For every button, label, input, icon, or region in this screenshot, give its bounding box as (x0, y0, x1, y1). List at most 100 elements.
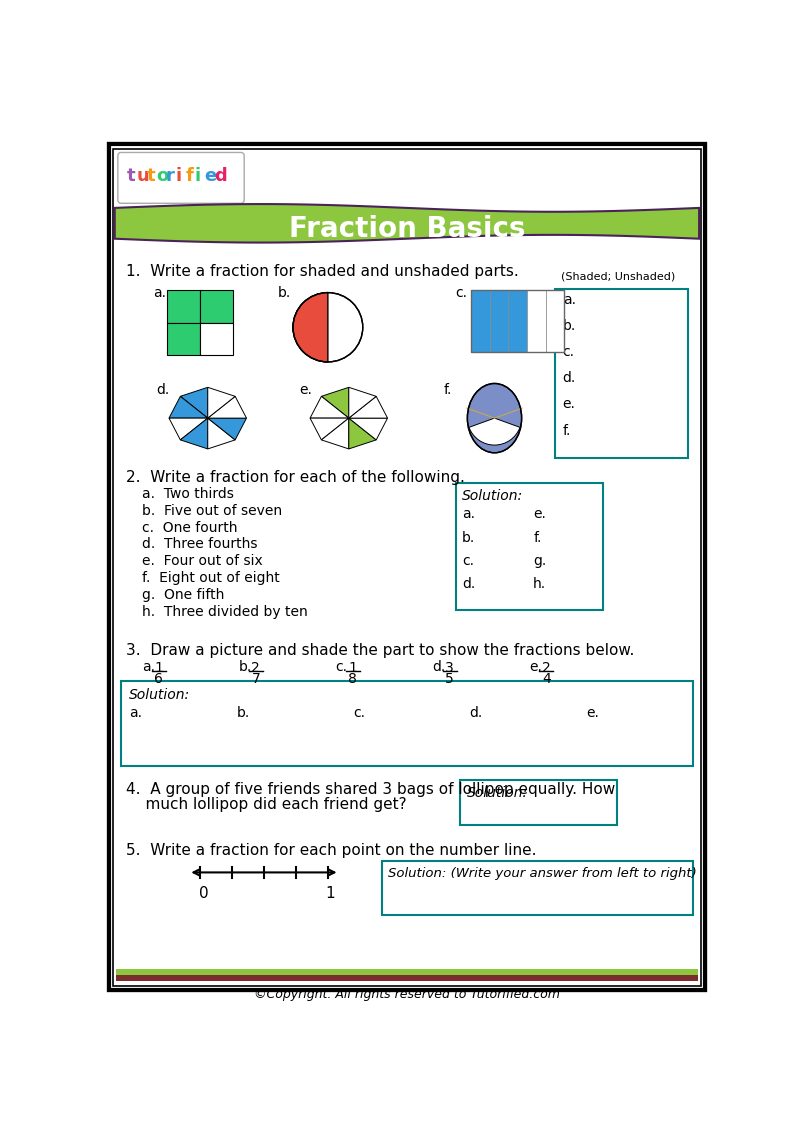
Text: e: e (205, 167, 217, 185)
Text: 1.  Write a fraction for shaded and unshaded parts.: 1. Write a fraction for shaded and unsha… (126, 264, 519, 280)
Text: d.: d. (563, 371, 576, 385)
Text: (Shaded; Unshaded): (Shaded; Unshaded) (561, 272, 676, 282)
Text: Solution: (Write your answer from left to right): Solution: (Write your answer from left t… (388, 867, 697, 880)
Bar (121, 682, 693, 766)
Polygon shape (322, 387, 349, 418)
Text: a.: a. (142, 660, 155, 674)
Bar (555, 289, 688, 458)
Ellipse shape (468, 383, 522, 453)
Text: Solution:: Solution: (462, 489, 523, 503)
Text: d.: d. (462, 577, 475, 591)
Bar (472, 291, 490, 351)
Bar (527, 291, 545, 351)
Text: 1: 1 (349, 661, 357, 675)
Text: Solution:: Solution: (467, 786, 528, 801)
Text: 3.  Draw a picture and shade the part to show the fractions below.: 3. Draw a picture and shade the part to … (126, 643, 634, 658)
Text: b.  Five out of seven: b. Five out of seven (142, 503, 282, 518)
Text: 2.  Write a fraction for each of the following.: 2. Write a fraction for each of the foll… (126, 469, 465, 485)
Text: 8: 8 (349, 673, 357, 686)
Text: c.: c. (563, 345, 575, 359)
Text: h.: h. (534, 577, 546, 591)
Text: e.  Four out of six: e. Four out of six (142, 555, 263, 568)
Text: much lollipop did each friend get?: much lollipop did each friend get? (126, 797, 407, 812)
Bar (116, 969, 698, 975)
Text: b.: b. (239, 660, 252, 674)
Text: o: o (156, 167, 168, 185)
Bar (490, 291, 508, 351)
Polygon shape (169, 396, 208, 418)
Text: 5: 5 (445, 673, 454, 686)
Polygon shape (349, 418, 376, 449)
Text: 6: 6 (155, 673, 164, 686)
Polygon shape (208, 418, 246, 440)
Text: b.: b. (462, 530, 475, 545)
Text: g.  One fifth: g. One fifth (142, 588, 224, 602)
Text: f.  Eight out of eight: f. Eight out of eight (142, 572, 279, 585)
Text: 0: 0 (199, 886, 209, 902)
Text: e.: e. (563, 398, 576, 411)
Text: i: i (175, 167, 182, 185)
Text: c.: c. (353, 706, 365, 720)
Text: h.  Three divided by ten: h. Three divided by ten (142, 605, 307, 619)
Polygon shape (322, 418, 349, 449)
Text: a.  Two thirds: a. Two thirds (142, 486, 233, 501)
Text: a.: a. (462, 508, 475, 521)
Text: d.: d. (156, 383, 169, 396)
Bar (200, 322, 233, 355)
Text: f.: f. (563, 423, 571, 438)
Text: f.: f. (444, 383, 453, 396)
Text: e.: e. (530, 660, 542, 674)
Polygon shape (208, 387, 235, 418)
Text: c.: c. (336, 660, 348, 674)
Polygon shape (115, 204, 699, 243)
Text: t: t (147, 167, 155, 185)
Bar (382, 861, 693, 915)
Text: 3: 3 (445, 661, 454, 675)
Bar (168, 322, 200, 355)
Bar (545, 291, 565, 351)
Polygon shape (349, 418, 387, 440)
Wedge shape (293, 293, 328, 362)
Text: 2: 2 (542, 661, 551, 675)
Text: r: r (166, 167, 175, 185)
Text: d: d (214, 167, 227, 185)
Text: 4.  A group of five friends shared 3 bags of lollipop equally. How: 4. A group of five friends shared 3 bags… (126, 782, 615, 796)
Wedge shape (469, 418, 520, 445)
Text: c.: c. (456, 285, 468, 300)
Circle shape (293, 293, 363, 362)
Polygon shape (349, 387, 376, 418)
Text: Solution:: Solution: (129, 687, 190, 702)
Text: d.: d. (470, 706, 483, 720)
Text: 7: 7 (252, 673, 260, 686)
Bar (456, 483, 603, 610)
Bar (508, 291, 527, 351)
Text: e.: e. (586, 706, 599, 720)
Text: c.: c. (462, 554, 474, 567)
Text: a.: a. (153, 285, 167, 300)
Text: 2: 2 (252, 661, 260, 675)
Text: Fraction Basics: Fraction Basics (289, 214, 525, 243)
Text: 5.  Write a fraction for each point on the number line.: 5. Write a fraction for each point on th… (126, 843, 537, 858)
Text: e.: e. (534, 508, 546, 521)
Text: u: u (137, 167, 149, 185)
Text: ©Copyright. All rights reserved to Tutorified.com: ©Copyright. All rights reserved to Tutor… (254, 988, 560, 1001)
Text: e.: e. (299, 383, 312, 396)
Text: 1: 1 (155, 661, 164, 675)
Text: f.: f. (534, 530, 542, 545)
Text: a.: a. (563, 293, 576, 307)
Polygon shape (180, 387, 208, 418)
Text: g.: g. (534, 554, 546, 567)
Polygon shape (180, 418, 208, 449)
Polygon shape (208, 396, 246, 418)
Text: b.: b. (277, 285, 291, 300)
Bar (472, 291, 565, 351)
Bar (168, 291, 200, 322)
Text: a.: a. (129, 706, 141, 720)
Polygon shape (310, 418, 349, 440)
Text: f: f (185, 167, 193, 185)
Text: 1: 1 (326, 886, 335, 902)
Polygon shape (349, 396, 387, 418)
Polygon shape (208, 418, 235, 449)
Text: i: i (195, 167, 201, 185)
Text: 4: 4 (542, 673, 551, 686)
